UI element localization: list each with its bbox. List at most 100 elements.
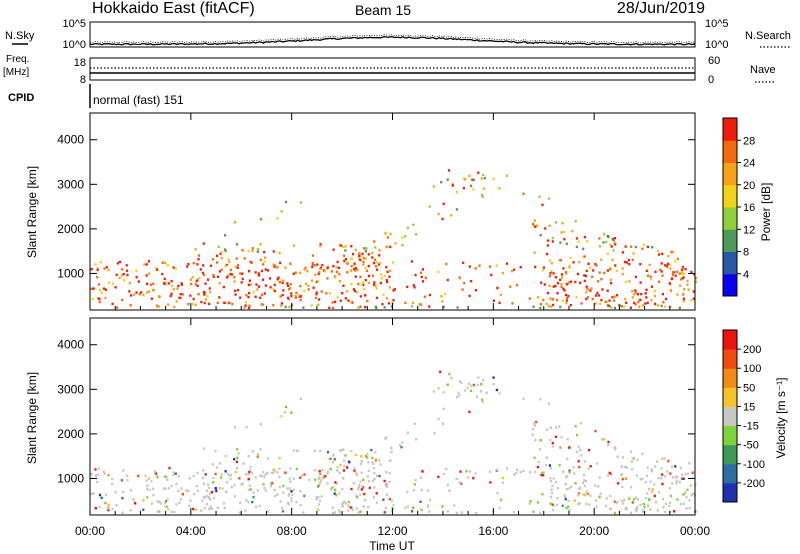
data-point [198,276,201,280]
data-point [476,383,479,386]
data-point [663,510,666,513]
data-point [333,458,336,461]
data-point [671,273,674,276]
data-point [444,292,447,296]
data-point [676,257,679,261]
data-point [660,270,663,273]
data-point [368,486,371,490]
data-point [346,261,349,264]
data-point [94,263,97,266]
data-point [583,484,586,488]
data-point [605,240,608,244]
data-point [269,286,272,289]
data-point [428,205,431,208]
data-point [389,232,392,236]
data-point [148,488,151,492]
data-point [206,295,209,298]
data-point [257,274,260,277]
data-point [344,454,347,457]
data-point [364,305,367,309]
data-point [364,266,367,270]
data-point [585,502,588,506]
data-point [591,297,594,301]
data-point [214,449,217,453]
colorbar-segment [723,368,737,388]
data-point [245,301,248,304]
data-point [197,293,200,296]
data-point [178,296,181,299]
data-point [588,503,591,506]
data-point [556,497,559,500]
data-point [215,489,218,493]
data-point [544,227,547,230]
data-point [462,177,466,180]
data-point [609,494,612,498]
data-point [529,500,532,503]
data-point [373,472,376,475]
data-point [171,284,174,287]
data-point [561,221,564,225]
data-point [263,260,266,263]
data-point [357,306,360,309]
data-point [355,472,358,475]
colorbar-tick-label: -200 [743,478,765,490]
data-point [314,273,317,276]
data-point [613,446,616,449]
data-point [336,469,339,472]
data-point [569,280,573,283]
data-point [145,479,148,482]
data-point [441,217,444,221]
data-point [120,479,123,482]
data-point [539,234,542,237]
data-point [278,281,281,284]
colorbar-segment [723,162,737,186]
data-point [350,282,353,286]
freq-tick-bottom: 8 [80,74,86,86]
data-point [533,424,536,427]
data-point [149,283,152,286]
data-point [385,471,388,474]
data-point [278,486,281,489]
data-point [654,302,657,306]
data-point [470,389,473,393]
data-point [572,466,575,469]
data-point [100,496,103,499]
data-point [448,372,451,376]
data-point [688,506,691,510]
data-point [614,243,617,246]
data-point [605,300,608,304]
data-point [441,422,444,425]
y-tick-label: 2000 [57,222,84,236]
data-point [568,469,571,472]
data-point [204,473,207,476]
data-point [549,477,552,480]
data-point [482,187,485,190]
data-point [674,274,677,277]
colorbar-segment [723,273,737,297]
data-point [294,271,297,274]
data-point [599,302,602,305]
data-point [286,296,290,300]
data-point [501,481,504,484]
data-point [621,272,624,276]
data-point [606,474,609,477]
data-point [559,241,562,244]
data-point [355,494,358,497]
data-point [463,281,466,285]
data-point [445,262,448,266]
data-point [446,278,449,282]
data-point [501,476,504,480]
data-point [187,262,190,266]
data-point [359,480,362,484]
data-point [224,265,227,268]
velocity-colorbar-label: Velocity [m s⁻¹] [774,377,788,458]
data-point [389,245,392,249]
data-point [147,477,151,480]
data-point [292,272,295,275]
data-point [225,263,228,267]
data-point [441,300,444,303]
data-point [595,505,598,509]
data-point [249,488,253,491]
data-point [567,499,570,503]
data-point [211,258,214,261]
